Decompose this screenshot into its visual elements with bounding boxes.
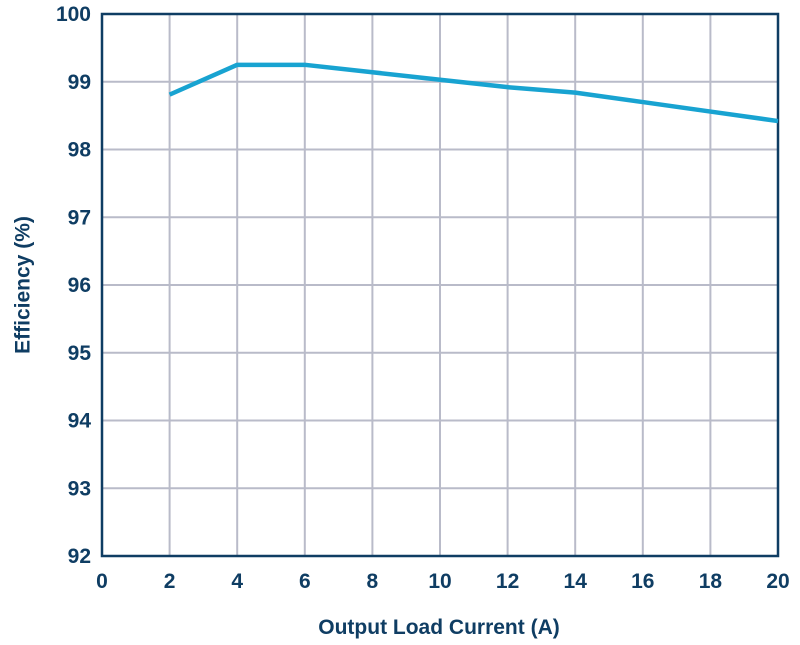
y-tick-label-4: 96	[68, 274, 91, 297]
x-tick-label-6: 12	[496, 570, 519, 593]
x-tick-label-7: 14	[564, 570, 588, 593]
grid	[101, 13, 779, 557]
x-tick-label-1: 2	[164, 570, 176, 593]
y-tick-label-1: 93	[68, 477, 91, 500]
x-tick-label-2: 4	[231, 570, 243, 593]
y-axis-title: Efficiency (%)	[12, 216, 35, 354]
plot-area-frame	[100, 12, 780, 558]
x-tick-label-8: 16	[631, 570, 654, 593]
x-tick-label-5: 10	[428, 570, 451, 593]
x-tick-label-10: 20	[766, 570, 789, 593]
y-axis-ticks: 92 93 94 95 96 97 98 99 100	[56, 3, 91, 568]
series-group	[168, 62, 779, 124]
series-line-0	[168, 62, 779, 124]
y-tick-label-0: 92	[68, 545, 91, 568]
y-tick-label-2: 94	[68, 410, 92, 433]
y-tick-label-3: 95	[68, 342, 92, 365]
y-tick-label-8: 100	[56, 3, 91, 26]
x-tick-label-9: 18	[699, 570, 723, 593]
x-axis-ticks: 0 2 4 6 8 10 12 14 16 18 20	[96, 570, 790, 593]
y-tick-label-6: 98	[68, 139, 92, 162]
x-tick-label-0: 0	[96, 570, 108, 593]
y-tick-label-7: 99	[68, 71, 91, 94]
x-axis-title: Output Load Current (A)	[318, 616, 559, 639]
x-tick-label-3: 6	[299, 570, 311, 593]
y-tick-label-5: 97	[68, 206, 91, 229]
x-tick-label-4: 8	[367, 570, 379, 593]
